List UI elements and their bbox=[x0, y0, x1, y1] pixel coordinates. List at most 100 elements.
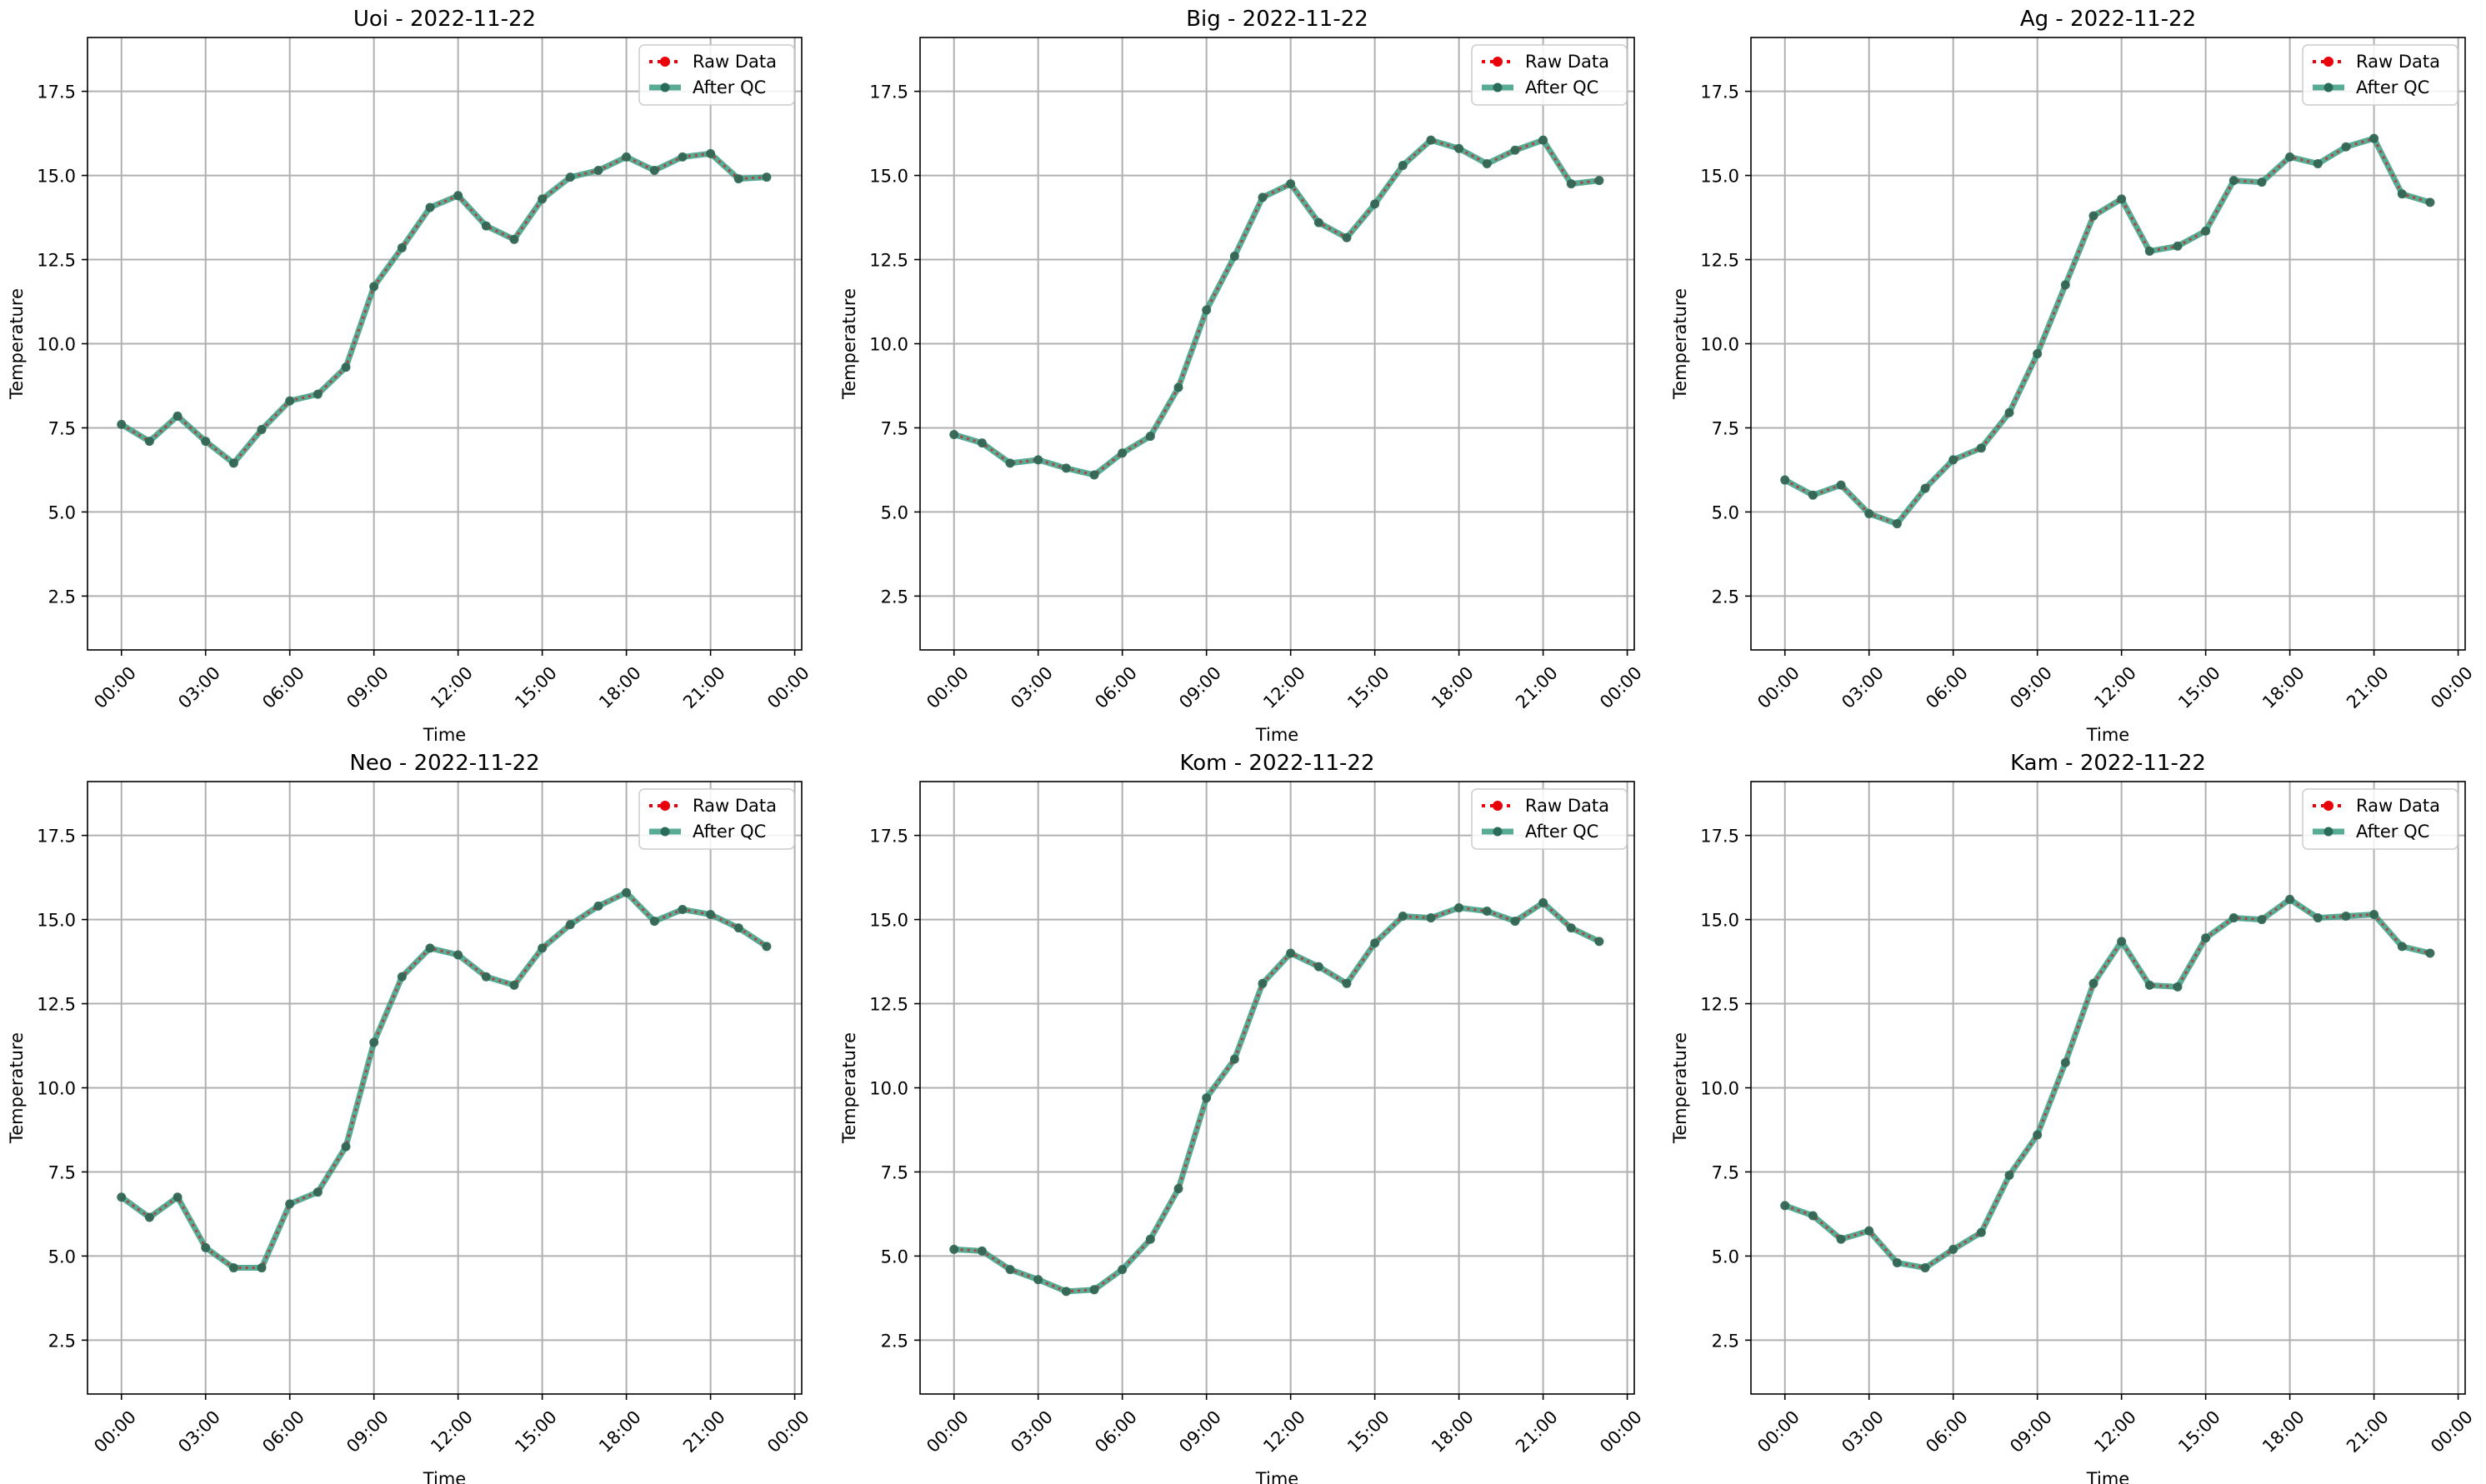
after-qc-point bbox=[2201, 226, 2211, 236]
after-qc-point bbox=[509, 980, 519, 990]
subplot-title: Kom - 2022-11-22 bbox=[1180, 751, 1375, 776]
after-qc-point bbox=[2173, 982, 2183, 992]
x-tick-label: 18:00 bbox=[595, 662, 645, 712]
legend-after-qc-marker bbox=[660, 82, 670, 92]
legend-raw-data-marker bbox=[2323, 801, 2333, 811]
after-qc-point bbox=[1836, 480, 1846, 490]
legend-label: Raw Data bbox=[1525, 52, 1609, 72]
x-tick-label: 15:00 bbox=[1343, 662, 1393, 712]
after-qc-point bbox=[1089, 470, 1099, 480]
y-tick-label: 15.0 bbox=[1700, 911, 1739, 931]
y-axis-label: Temperature bbox=[839, 288, 859, 400]
after-qc-point bbox=[1482, 906, 1492, 916]
x-tick-label: 00:00 bbox=[763, 662, 813, 712]
x-tick-label: 18:00 bbox=[1428, 662, 1478, 712]
x-axis-label: Time bbox=[2086, 725, 2129, 745]
after-qc-point bbox=[565, 172, 575, 182]
after-qc-point bbox=[1229, 252, 1239, 261]
after-qc-point bbox=[1454, 143, 1464, 153]
y-tick-label: 17.5 bbox=[1700, 82, 1739, 102]
after-qc-point bbox=[1342, 232, 1352, 242]
after-qc-point bbox=[425, 943, 435, 953]
x-axis-label: Time bbox=[423, 1469, 466, 1484]
after-qc-point bbox=[1594, 937, 1604, 947]
after-qc-point bbox=[1033, 455, 1043, 465]
series-line-raw-data bbox=[1784, 897, 2431, 1270]
x-tick-label: 18:00 bbox=[2258, 662, 2308, 712]
after-qc-point bbox=[1780, 1201, 1790, 1211]
after-qc-point bbox=[1089, 1285, 1099, 1295]
x-tick-label: 15:00 bbox=[2174, 1407, 2224, 1457]
after-qc-point bbox=[257, 1263, 267, 1273]
after-qc-point bbox=[1864, 1226, 1874, 1236]
y-tick-label: 5.0 bbox=[881, 1247, 908, 1267]
after-qc-point bbox=[622, 887, 632, 897]
x-tick-label: 06:00 bbox=[1091, 1407, 1141, 1457]
after-qc-point bbox=[2425, 197, 2435, 207]
x-tick-label: 00:00 bbox=[90, 662, 140, 712]
x-tick-label: 12:00 bbox=[427, 1407, 477, 1457]
after-qc-point bbox=[1258, 978, 1268, 988]
after-qc-point bbox=[481, 972, 491, 982]
after-qc-point bbox=[733, 923, 743, 933]
subplot-3: 2.5 5.0 7.5 10.0 12.5 15.0 17.5 00:00 03:00 06:00… bbox=[1670, 7, 2477, 745]
y-tick-label: 15.0 bbox=[869, 911, 908, 931]
after-qc-point bbox=[2033, 349, 2043, 359]
y-tick-label: 12.5 bbox=[1700, 995, 1739, 1015]
subplot-title: Kam - 2022-11-22 bbox=[2010, 751, 2206, 776]
after-qc-point bbox=[1920, 483, 1930, 493]
x-tick-label: 00:00 bbox=[1596, 1407, 1646, 1457]
after-qc-point bbox=[173, 411, 183, 421]
y-tick-label: 15.0 bbox=[37, 911, 76, 931]
y-tick-label: 2.5 bbox=[881, 1331, 908, 1351]
y-tick-label: 2.5 bbox=[1712, 1331, 1739, 1351]
legend: Raw Data After QC bbox=[638, 44, 795, 106]
after-qc-point bbox=[1286, 948, 1296, 958]
after-qc-point bbox=[1538, 135, 1548, 145]
y-axis-label: Temperature bbox=[7, 1032, 27, 1144]
x-tick-label: 15:00 bbox=[511, 1407, 561, 1457]
after-qc-point bbox=[313, 389, 323, 399]
after-qc-point bbox=[313, 1187, 323, 1197]
after-qc-point bbox=[1118, 1265, 1128, 1275]
legend: Raw Data After QC bbox=[1471, 788, 1628, 850]
legend-label: After QC bbox=[693, 822, 766, 842]
after-qc-point bbox=[1864, 508, 1874, 518]
after-qc-point bbox=[538, 943, 548, 953]
after-qc-point bbox=[1566, 179, 1576, 189]
series-line-after-qc bbox=[953, 137, 1600, 478]
x-tick-label: 00:00 bbox=[923, 662, 973, 712]
after-qc-point bbox=[1258, 192, 1268, 202]
after-qc-point bbox=[1005, 458, 1015, 468]
after-qc-point bbox=[2060, 1057, 2070, 1067]
series-line-after-qc bbox=[1783, 135, 2431, 527]
y-tick-label: 12.5 bbox=[37, 995, 76, 1015]
legend-after-qc-marker bbox=[2323, 82, 2333, 92]
after-qc-point bbox=[1948, 455, 1958, 465]
after-qc-point bbox=[678, 152, 688, 162]
y-tick-label: 2.5 bbox=[1712, 587, 1739, 607]
y-tick-label: 12.5 bbox=[869, 251, 908, 271]
legend-label: After QC bbox=[2356, 822, 2429, 842]
x-axis-label: Time bbox=[2086, 1469, 2129, 1484]
y-tick-label: 10.0 bbox=[869, 335, 908, 355]
subplot-title: Big - 2022-11-22 bbox=[1186, 7, 1368, 32]
after-qc-point bbox=[509, 234, 519, 244]
after-qc-point bbox=[1005, 1265, 1015, 1275]
after-qc-point bbox=[117, 419, 127, 429]
x-tick-label: 09:00 bbox=[2006, 662, 2056, 712]
y-tick-label: 2.5 bbox=[881, 587, 908, 607]
after-qc-point bbox=[369, 1037, 379, 1047]
after-qc-point bbox=[1808, 1211, 1818, 1221]
legend-raw-data-marker bbox=[2323, 57, 2333, 67]
x-tick-label: 06:00 bbox=[1922, 1407, 1972, 1457]
x-tick-label: 00:00 bbox=[763, 1407, 813, 1457]
after-qc-point bbox=[453, 191, 463, 201]
after-qc-point bbox=[977, 1246, 987, 1256]
after-qc-point bbox=[257, 424, 267, 434]
after-qc-point bbox=[2228, 913, 2238, 923]
after-qc-point bbox=[201, 437, 211, 447]
x-tick-label: 09:00 bbox=[343, 662, 393, 712]
x-tick-label: 00:00 bbox=[1753, 1407, 1803, 1457]
after-qc-point bbox=[1229, 1054, 1239, 1064]
